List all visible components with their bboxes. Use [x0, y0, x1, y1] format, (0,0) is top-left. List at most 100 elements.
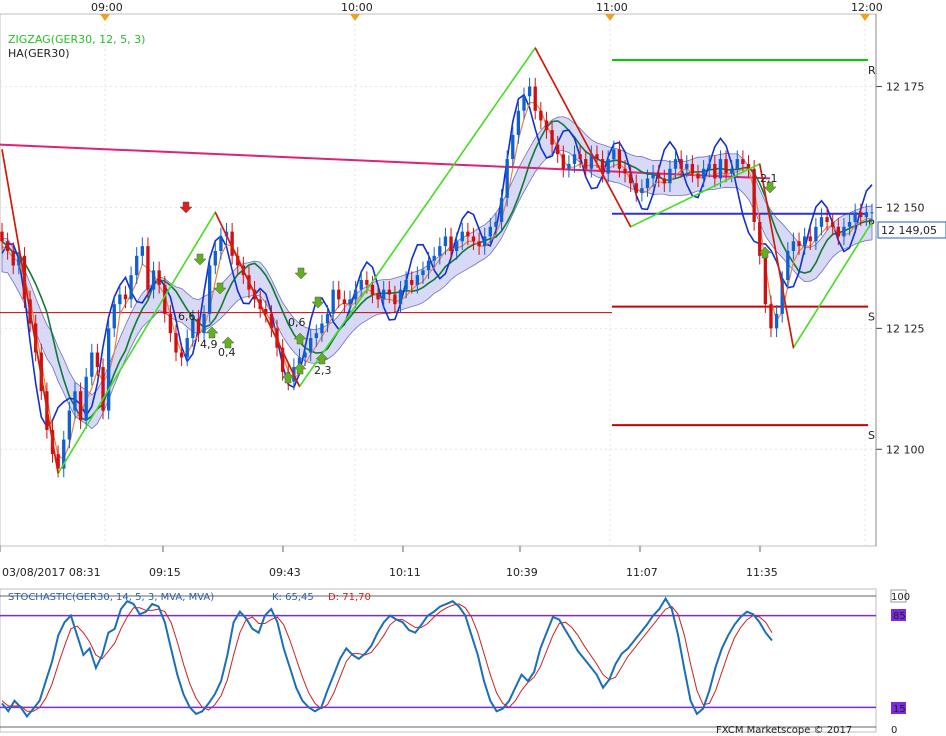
candle-body	[11, 250, 15, 266]
stoch-k-line	[1, 596, 773, 719]
candle-body	[511, 134, 515, 160]
candle-body	[454, 241, 459, 251]
candle-body	[135, 255, 139, 276]
top-time-label: 10:00	[341, 1, 373, 14]
candle-body	[819, 217, 824, 227]
annotation-label: 4,9	[200, 338, 218, 351]
candle-body	[769, 304, 773, 329]
axes: 09:00 10:00 11:00 12:00 03/08/2017 08:31 09:1…	[0, 1, 925, 579]
candle-body	[477, 241, 481, 247]
top-time-label: 12:00	[851, 1, 883, 14]
candle-body	[95, 352, 100, 368]
annotation-label: 6,6	[178, 310, 196, 323]
annotation-label: 2,1	[760, 172, 778, 185]
candle-body	[701, 168, 706, 179]
candle-body	[123, 294, 128, 300]
blue-line	[1, 93, 873, 429]
candle-body	[713, 163, 717, 179]
candle-body	[746, 163, 751, 169]
candle-body	[623, 168, 627, 174]
candle-body	[847, 221, 852, 227]
zigzag-down-leg	[534, 47, 632, 228]
time-marker-icon	[605, 14, 615, 21]
arrow-up-icon	[221, 336, 235, 349]
candle-body	[662, 178, 666, 184]
stoch-legend: STOCHASTIC(GER30, 14, 5, 3, MVA, MVA)	[8, 592, 214, 603]
candle-body	[67, 410, 72, 440]
signal-arrows	[179, 181, 777, 384]
arrow-down-icon	[193, 253, 207, 266]
candle-body	[398, 289, 403, 305]
candle-body	[370, 284, 375, 295]
candle-body	[168, 313, 173, 334]
candle-body	[780, 280, 784, 314]
candle-body	[387, 289, 391, 295]
annotation-label: 2,3	[314, 364, 332, 377]
candle-body	[443, 236, 448, 247]
zigzag-line	[1, 46, 873, 476]
candle-body	[505, 159, 509, 198]
candle-body	[140, 246, 144, 256]
annotation-label: 0,4	[218, 346, 236, 359]
arrow-down-icon	[179, 201, 193, 214]
candle-body	[432, 255, 436, 261]
candle-body	[230, 231, 234, 256]
candle-body	[471, 236, 476, 242]
candle-body	[264, 309, 268, 314]
candle-body	[527, 86, 532, 97]
candle-body	[584, 159, 588, 169]
bottom-time-label: 03/08/2017 08:31	[2, 566, 101, 579]
stochastic-lines	[0, 595, 876, 728]
candle-body	[668, 168, 672, 184]
candle-body	[550, 130, 554, 145]
arrow-down-icon	[213, 282, 227, 295]
candle-body	[657, 173, 661, 179]
candle-body	[353, 289, 358, 300]
candle-body	[561, 154, 565, 169]
candle-body	[589, 154, 594, 169]
arrow-down-icon	[763, 181, 777, 194]
candle-body	[707, 163, 711, 169]
stoch-tick-0: 0	[891, 725, 897, 736]
candle-body	[275, 328, 279, 348]
candle-body	[600, 159, 605, 174]
candle-body	[696, 173, 700, 179]
arrow-up-icon	[205, 326, 219, 339]
candle-body	[359, 280, 363, 290]
candle-body	[34, 323, 38, 353]
stoch-plot-frame	[0, 588, 877, 733]
candle-body	[842, 226, 846, 237]
candle-body	[208, 265, 212, 314]
candle-body	[774, 313, 779, 329]
y-tick-label: 12 175	[886, 81, 925, 94]
candle-body	[488, 226, 492, 237]
candle-body	[303, 352, 307, 358]
stoch-d-label: D: 71,70	[328, 592, 371, 603]
candle-body	[112, 304, 116, 329]
candle-body	[718, 159, 723, 179]
zigzag-down-leg	[214, 211, 301, 387]
candle-body	[342, 299, 347, 305]
zigzag-down-leg	[1, 149, 59, 474]
candle-body	[404, 280, 408, 290]
ha-legend: HA(GER30)	[8, 47, 70, 60]
candle-body	[640, 188, 644, 193]
candle-body	[864, 212, 869, 218]
candle-body	[679, 159, 683, 169]
candle-body	[421, 270, 425, 276]
candle-body	[174, 333, 178, 353]
candle-body	[572, 154, 577, 164]
candle-body	[786, 250, 790, 280]
candle-body	[673, 159, 678, 169]
stoch-tick-100: 100	[891, 592, 910, 603]
bottom-time-label: 09:15	[149, 566, 181, 579]
candle-body	[645, 178, 650, 189]
candle-body	[280, 347, 285, 372]
candle-body	[309, 338, 313, 353]
candle-body	[763, 255, 768, 305]
candle-body	[393, 294, 397, 305]
time-marker-icon	[100, 14, 110, 21]
